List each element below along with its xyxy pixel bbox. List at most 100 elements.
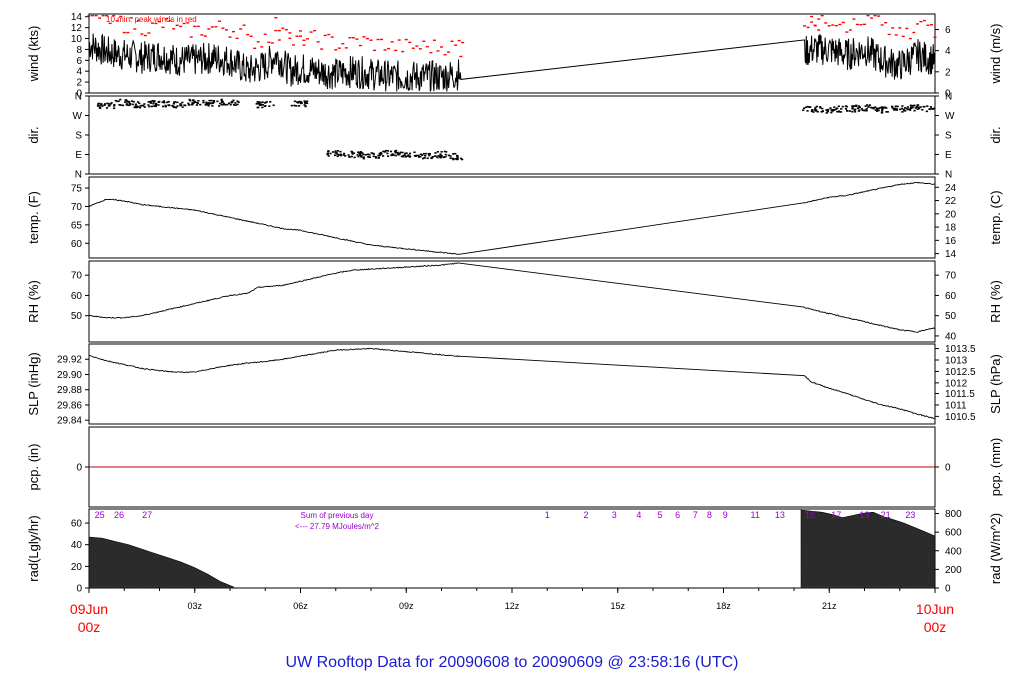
peak-wind-mark — [172, 28, 176, 30]
direction-point — [211, 105, 214, 107]
peak-wind-mark — [228, 36, 232, 38]
peak-wind-mark — [115, 20, 119, 22]
peak-wind-mark — [432, 39, 436, 41]
direction-point — [194, 101, 197, 103]
direction-point — [261, 106, 264, 109]
direction-point — [228, 102, 231, 104]
peak-wind-mark — [855, 23, 859, 26]
direction-point — [149, 102, 152, 104]
direction-point — [167, 100, 170, 103]
direction-point — [439, 153, 442, 156]
direction-point — [419, 155, 422, 158]
direction-point — [874, 106, 877, 109]
direction-point — [436, 150, 439, 153]
direction-point — [378, 152, 381, 155]
direction-point — [886, 111, 889, 113]
peak-wind-mark — [450, 40, 454, 43]
left-tick-label-wind: 0 — [76, 89, 82, 100]
direction-point — [383, 151, 386, 153]
hour-note-label: 7 — [693, 510, 698, 520]
direction-point — [255, 103, 258, 105]
peak-wind-mark — [288, 37, 292, 40]
peak-wind-mark — [182, 22, 186, 25]
peak-wind-mark — [827, 25, 831, 27]
x-date-label: 09Jun — [70, 601, 108, 617]
direction-point — [408, 155, 411, 158]
direction-point — [379, 153, 382, 156]
direction-point — [916, 108, 919, 110]
peak-wind-mark — [284, 29, 288, 31]
direction-point — [229, 103, 232, 106]
direction-point — [404, 152, 407, 155]
direction-point — [863, 109, 866, 112]
direction-point — [444, 156, 447, 158]
direction-point — [844, 108, 847, 110]
peak-wind-mark — [337, 47, 341, 49]
direction-point — [113, 105, 116, 107]
direction-point — [908, 108, 911, 110]
direction-point — [440, 150, 443, 153]
direction-point — [136, 101, 140, 103]
peak-wind-mark — [98, 17, 102, 19]
direction-point — [377, 156, 380, 159]
direction-point — [344, 155, 347, 157]
direction-point — [831, 108, 834, 111]
left-tick-label-pcp: 0 — [76, 463, 82, 474]
direction-point — [402, 154, 405, 157]
left-tick-label-temp: 70 — [71, 202, 83, 213]
direction-point — [384, 149, 388, 152]
right-tick-label-slp: 1012.5 — [945, 367, 976, 378]
peak-wind-mark — [912, 31, 916, 34]
peak-wind-mark — [841, 21, 845, 24]
direction-point — [396, 151, 399, 154]
direction-point — [915, 106, 918, 108]
left-axis-label-dir: dir. — [26, 126, 41, 143]
direction-point — [230, 101, 233, 104]
direction-point — [825, 109, 828, 111]
direction-point — [304, 101, 307, 103]
direction-point — [391, 153, 394, 155]
direction-point — [885, 107, 888, 109]
direction-point — [913, 109, 916, 112]
direction-point — [272, 104, 275, 107]
direction-point — [359, 152, 362, 154]
left-axis-label-wind: wind (kts) — [26, 26, 41, 83]
direction-point — [117, 100, 120, 102]
right-tick-label-slp: 1011.5 — [945, 389, 975, 400]
peak-wind-mark — [313, 29, 317, 32]
peak-wind-mark — [246, 33, 250, 36]
direction-point — [921, 108, 924, 111]
panel-frame-temp — [88, 176, 936, 259]
peak-wind-mark — [154, 22, 158, 25]
peak-wind-mark — [447, 51, 451, 53]
peak-wind-mark — [168, 20, 172, 22]
left-axis-label-rad: rad(Lgly/hr) — [26, 515, 41, 581]
direction-point — [805, 106, 808, 109]
peak-wind-mark — [820, 14, 824, 17]
direction-point — [846, 109, 849, 112]
direction-point — [933, 107, 935, 110]
direction-point — [903, 109, 906, 112]
direction-point — [212, 99, 216, 102]
peak-wind-mark — [320, 48, 324, 50]
direction-point — [337, 154, 340, 156]
direction-point — [449, 155, 452, 157]
direction-point — [426, 157, 429, 160]
direction-point — [399, 151, 402, 154]
direction-point — [256, 101, 259, 103]
direction-point — [358, 153, 362, 155]
direction-point — [451, 157, 454, 160]
direction-point — [367, 156, 370, 158]
left-tick-label-rh: 60 — [71, 291, 83, 302]
peak-wind-mark — [397, 39, 401, 41]
direction-point — [899, 108, 902, 111]
left-tick-label-wind: 4 — [76, 67, 82, 78]
direction-point — [176, 101, 179, 104]
peak-wind-mark — [87, 14, 91, 17]
direction-point — [192, 99, 195, 101]
peak-wind-mark — [373, 49, 377, 52]
direction-point — [96, 105, 100, 107]
right-tick-label-dir: W — [945, 111, 955, 122]
direction-point — [259, 102, 262, 104]
peak-wind-mark — [193, 25, 197, 28]
